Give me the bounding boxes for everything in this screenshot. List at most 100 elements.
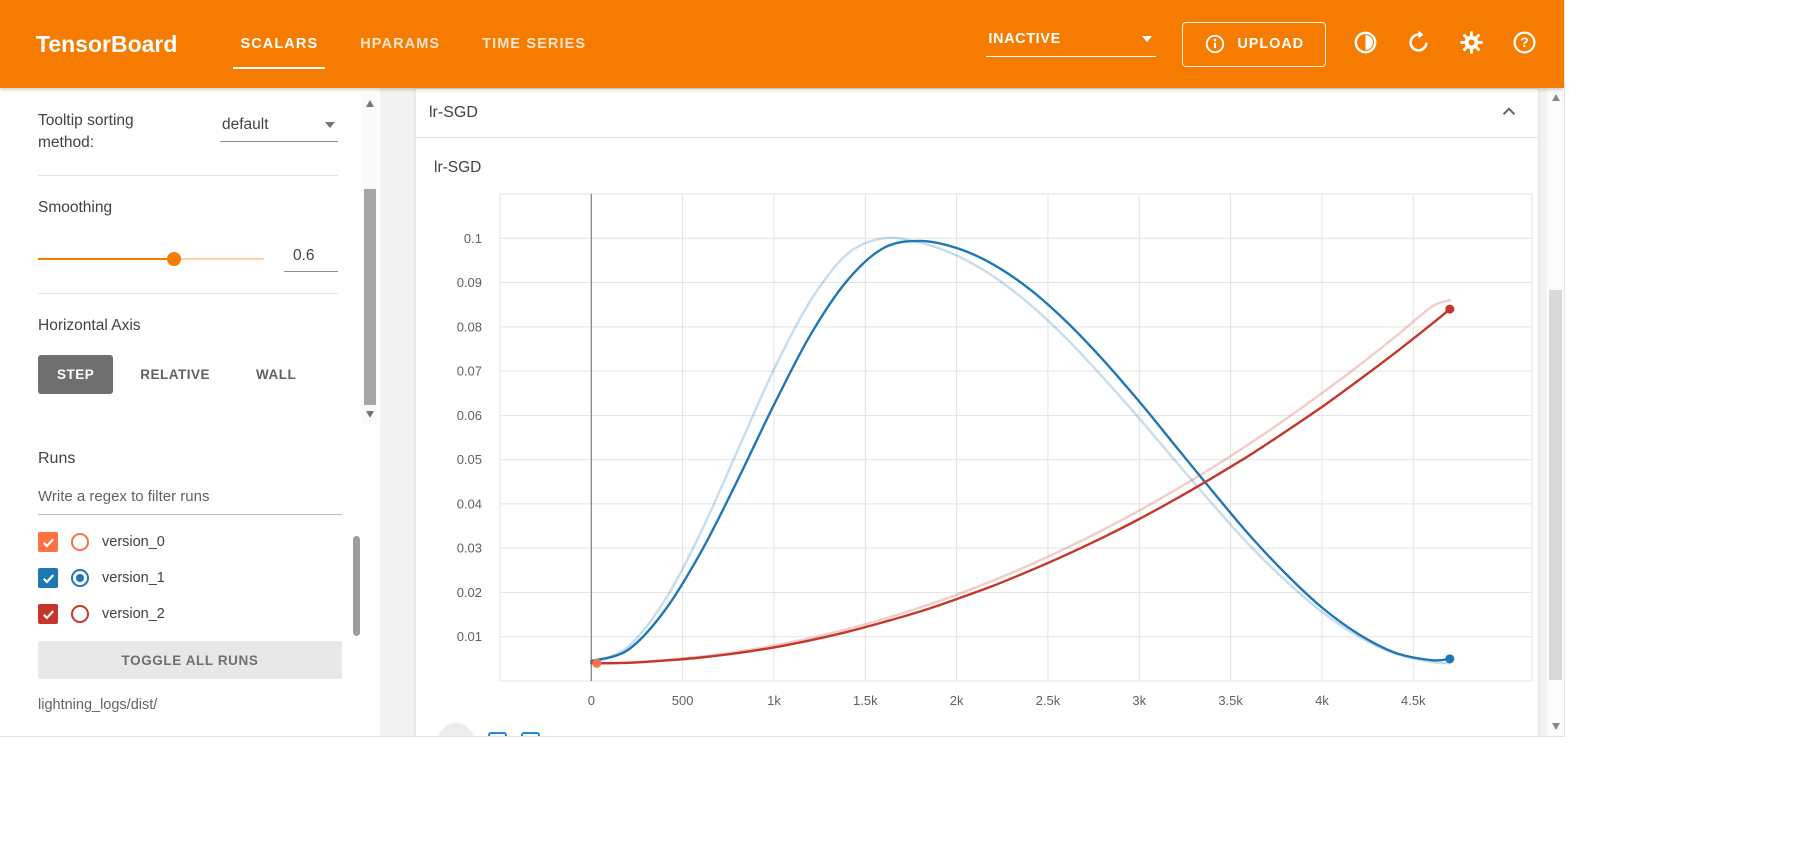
run-checkbox-version_0[interactable] — [38, 532, 58, 552]
tab-time-series[interactable]: TIME SERIES — [482, 36, 587, 52]
page-scrollbar[interactable] — [1547, 88, 1564, 736]
axis-wall-button[interactable]: WALL — [237, 355, 315, 394]
y-tick-label: 0.07 — [457, 364, 482, 379]
runs-filter-input[interactable] — [38, 484, 342, 515]
settings-panel: Tooltip sorting method: default Smoothin… — [0, 88, 380, 426]
upload-button-label: UPLOAD — [1237, 36, 1304, 52]
chart-toggle-icon[interactable] — [488, 732, 507, 736]
divider — [38, 175, 338, 176]
chevron-up-icon — [1498, 101, 1520, 126]
smoothing-slider[interactable] — [38, 251, 264, 266]
chart-action-button[interactable] — [438, 723, 474, 736]
help-button[interactable]: ? — [1511, 29, 1538, 59]
run-row-version_2: version_2 — [38, 596, 342, 632]
check-icon — [42, 609, 54, 619]
theme-toggle-button[interactable] — [1352, 29, 1379, 59]
series-line-version_1-smoothed — [590, 239, 1451, 663]
run-row-version_1: version_1 — [38, 560, 342, 596]
x-tick-label: 3.5k — [1218, 693, 1243, 708]
smoothing-value-input[interactable]: 0.6 — [284, 245, 338, 272]
card-title: lr-SGD — [429, 104, 478, 121]
scrollbar-thumb[interactable] — [1549, 290, 1562, 681]
run-label: version_1 — [102, 570, 165, 586]
y-tick-label: 0.04 — [457, 496, 482, 511]
tooltip-sorting-value: default — [222, 116, 269, 133]
reload-status-dropdown[interactable]: INACTIVE — [986, 31, 1157, 57]
y-tick-label: 0.05 — [457, 452, 482, 467]
radio-dot — [76, 574, 84, 582]
scrollbar-thumb[interactable] — [364, 188, 376, 405]
smoothing-label: Smoothing — [38, 199, 113, 216]
check-icon — [42, 573, 54, 583]
card-header: lr-SGD — [416, 89, 1538, 138]
help-icon: ? — [1511, 29, 1538, 59]
runs-scrollbar-thumb[interactable] — [353, 536, 360, 636]
tensorboard-app: TensorBoard SCALARS HPARAMS TIME SERIES … — [0, 0, 1565, 737]
y-tick-label: 0.01 — [457, 629, 482, 644]
x-tick-label: 4k — [1315, 693, 1329, 708]
main-tabs: SCALARS HPARAMS TIME SERIES — [219, 0, 607, 88]
reload-status-value: INACTIVE — [988, 31, 1061, 47]
scroll-down-arrow[interactable] — [366, 411, 374, 418]
y-tick-label: 0.1 — [464, 231, 482, 246]
x-tick-label: 2.5k — [1036, 693, 1061, 708]
app-header: TensorBoard SCALARS HPARAMS TIME SERIES … — [0, 0, 1564, 88]
settings-gear-icon — [1458, 29, 1485, 59]
run-row-version_0: version_0 — [38, 524, 342, 560]
tab-hparams[interactable]: HPARAMS — [360, 36, 441, 52]
x-tick-label: 1k — [767, 693, 781, 708]
main-content: lr-SGD lr-SGD 0.01 0.02 0.03 0.04 0.05 0.06 0.… — [380, 88, 1547, 736]
horizontal-axis-block: Horizontal Axis STEP RELATIVE WALL — [38, 315, 338, 394]
run-checkbox-version_1[interactable] — [38, 568, 58, 588]
toggle-all-runs-button[interactable]: TOGGLE ALL RUNS — [38, 641, 342, 679]
run-list: version_0 version_1 version_2 — [38, 524, 342, 632]
smoothing-block: Smoothing 0.6 — [38, 197, 338, 272]
y-tick-label: 0.03 — [457, 541, 482, 556]
scroll-down-arrow[interactable] — [1551, 723, 1560, 730]
app-title: TensorBoard — [36, 30, 178, 57]
run-radio-version_0[interactable] — [71, 533, 89, 551]
x-tick-label: 4.5k — [1401, 693, 1426, 708]
series-line-version_1-original — [590, 236, 1451, 665]
y-tick-label: 0.09 — [457, 275, 482, 290]
x-tick-label: 500 — [672, 693, 694, 708]
header-actions: INACTIVE UPLOAD — [986, 21, 1538, 67]
run-label: version_0 — [102, 534, 165, 550]
refresh-icon — [1405, 29, 1432, 59]
divider — [38, 293, 338, 294]
brightness-icon — [1352, 29, 1379, 59]
smoothing-slider-thumb[interactable] — [166, 251, 181, 266]
chart-title: lr-SGD — [434, 159, 482, 176]
runs-panel: Runs version_0 version_1 version_2 TOGGLE … — [0, 426, 380, 736]
scroll-up-arrow[interactable] — [1551, 94, 1560, 101]
scalar-card: lr-SGD lr-SGD 0.01 0.02 0.03 0.04 0.05 0.06 0.… — [415, 88, 1539, 736]
run-radio-version_2[interactable] — [71, 605, 89, 623]
data-point-version_0 — [592, 658, 602, 668]
upload-button[interactable]: UPLOAD — [1182, 21, 1326, 67]
tab-scalars[interactable]: SCALARS — [219, 0, 339, 88]
run-checkbox-version_2[interactable] — [38, 604, 58, 624]
scroll-up-arrow[interactable] — [366, 100, 374, 107]
x-tick-label: 0 — [588, 693, 595, 708]
x-tick-label: 2k — [950, 693, 964, 708]
series-line-version_2-original — [590, 299, 1451, 665]
svg-text:?: ? — [1520, 34, 1529, 50]
settings-scrollbar[interactable] — [362, 94, 378, 424]
y-tick-label: 0.08 — [457, 319, 482, 334]
chevron-down-icon — [1142, 36, 1153, 42]
smoothing-slider-fill — [38, 257, 174, 260]
y-tick-label: 0.06 — [457, 408, 482, 423]
run-radio-version_1[interactable] — [71, 569, 89, 587]
x-tick-label: 1.5k — [853, 693, 878, 708]
settings-button[interactable] — [1458, 29, 1485, 59]
axis-step-button[interactable]: STEP — [38, 355, 114, 394]
tooltip-sorting-dropdown[interactable]: default — [220, 114, 338, 142]
chart-toggle-icon[interactable] — [521, 732, 540, 736]
collapse-card-button[interactable] — [1494, 97, 1524, 130]
runs-title: Runs — [38, 450, 76, 467]
run-label: version_2 — [102, 606, 165, 622]
axis-relative-button[interactable]: RELATIVE — [121, 355, 229, 394]
horizontal-axis-label: Horizontal Axis — [38, 317, 141, 334]
lr-sgd-line-chart[interactable]: 0.01 0.02 0.03 0.04 0.05 0.06 0.07 0.08 0.09 0.1 0… — [432, 186, 1537, 721]
refresh-button[interactable] — [1405, 29, 1432, 59]
